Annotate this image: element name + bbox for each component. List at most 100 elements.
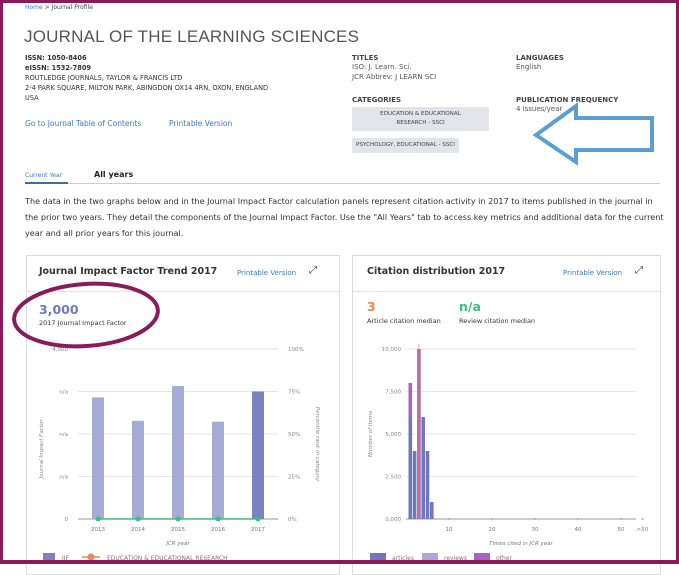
review-median-label: Review citation median (459, 317, 536, 325)
tab-current-year[interactable]: Current Year (25, 172, 68, 184)
legend-swatch-reviews (422, 553, 438, 561)
frequency-label: PUBLICATION FREQUENCY (516, 96, 619, 104)
language-value: English (516, 63, 542, 71)
bar-articles (421, 417, 425, 519)
legend-label: EDUCATION & EDUCATIONAL RESEARCH (107, 555, 228, 562)
y-tick-label: 0 (65, 517, 69, 523)
bar-other (408, 383, 413, 417)
jif-bar (212, 421, 224, 519)
legend-label: reviews (444, 555, 467, 562)
jif-bar (172, 385, 184, 519)
y-tick-label: 5,000 (385, 432, 401, 438)
breadcrumb-separator: > (44, 4, 50, 11)
jif-panel-title: Journal Impact Factor Trend 2017 (39, 266, 218, 277)
y-tick-label: 4,000 (52, 347, 68, 353)
x-tick-label: 40 (575, 527, 582, 533)
address: 2-4 PARK SQUARE, MILTON PARK, ABINGDON O… (25, 84, 269, 92)
y-tick-label: n/a (59, 432, 68, 438)
legend-swatch-articles (370, 553, 386, 561)
journal-info: ISSN: 1050-8406 eISSN: 1532-7809 ROUTLED… (25, 53, 268, 103)
bar-articles (425, 451, 430, 519)
x-tick-mark (641, 518, 644, 520)
y-right-tick-label: 100% (288, 347, 304, 353)
jcr-abbrev: JCR Abbrev: J LEARN SCI (352, 73, 437, 81)
legend-label: other (496, 555, 513, 562)
country: USA (25, 94, 39, 102)
x-tick-mark (577, 518, 579, 520)
x-axis-label: JCR year (165, 541, 190, 547)
tab-all-years[interactable]: All years (94, 170, 134, 179)
titles-label: TITLES (352, 54, 379, 62)
x-tick-label: 2015 (171, 527, 185, 533)
percentile-point (95, 516, 101, 522)
x-tick-mark (534, 518, 536, 520)
y-right-tick-label: 25% (288, 475, 300, 481)
page-title: JOURNAL OF THE LEARNING SCIENCES (24, 27, 360, 46)
legend-swatch-jif (43, 553, 55, 561)
frequency-value: 4 issues/year (516, 105, 563, 113)
legend-swatch-other (474, 553, 490, 561)
y-tick-label: n/a (59, 475, 68, 481)
article-median-label: Article citation median (367, 317, 441, 325)
legend-label: articles (392, 555, 414, 562)
cite-panel-title: Citation distribution 2017 (367, 266, 506, 277)
divider (353, 291, 660, 292)
breadcrumb-current: Journal Profile (51, 4, 93, 11)
issn: ISSN: 1050-8406 (25, 54, 87, 62)
percentile-point (255, 516, 261, 522)
bar-articles (412, 451, 417, 519)
y-tick-label: n/a (59, 390, 68, 396)
iso-title: ISO: J. Learn. Sci. (352, 63, 412, 71)
bar-articles (430, 502, 434, 519)
eissn: eISSN: 1532-7809 (25, 64, 92, 72)
y-axis-label: Number of items (368, 411, 374, 457)
expand-icon[interactable]: ⤢ (309, 265, 317, 276)
expand-icon[interactable]: ⤢ (635, 265, 643, 276)
breadcrumb: Home > Journal Profile (25, 4, 93, 11)
x-tick-label: 2016 (211, 527, 225, 533)
category-chip[interactable]: EDUCATION & EDUCATIONAL RESEARCH - SSCI (352, 107, 489, 131)
jif-bar (92, 397, 104, 519)
x-tick-mark (620, 518, 622, 520)
percentile-point (175, 516, 181, 522)
y-right-tick-label: 50% (288, 432, 300, 438)
x-tick-label: 20 (489, 527, 496, 533)
y-axis-label: Journal Impact Factor (39, 419, 45, 480)
y-tick-label: 0,000 (385, 517, 401, 523)
review-median-value: n/a (459, 299, 481, 314)
cite-printable-link[interactable]: Printable Version (563, 269, 623, 277)
x-tick-label: 2017 (251, 527, 265, 533)
x-tick-label: 2014 (131, 527, 145, 533)
breadcrumb-home[interactable]: Home (25, 4, 43, 11)
percentile-point (215, 516, 221, 522)
legend-label: JIF (61, 555, 70, 562)
article-median-value: 3 (367, 299, 376, 314)
x-tick-mark (491, 518, 493, 520)
y-right-axis-label: Percentile rank in category (314, 407, 320, 482)
category-chip[interactable]: PSYCHOLOGY, EDUCATIONAL - SSCI (352, 138, 459, 153)
y-tick-label: 10,000 (382, 347, 402, 353)
jif-printable-link[interactable]: Printable Version (237, 269, 297, 277)
arrow-annotation-icon (532, 102, 654, 166)
tab-bar: Current Year All years (25, 170, 660, 184)
x-tick-label: 10 (446, 527, 453, 533)
languages-label: LANGUAGES (516, 54, 564, 62)
x-tick-label: >50 (637, 527, 649, 533)
x-tick-label: 30 (532, 527, 539, 533)
y-right-tick-label: 75% (288, 390, 300, 396)
y-tick-label: 7,500 (385, 390, 401, 396)
x-tick-label: 2013 (91, 527, 105, 533)
percentile-point (135, 516, 141, 522)
y-tick-label: 2,500 (385, 475, 401, 481)
y-right-tick-label: 0% (288, 517, 297, 523)
jif-bar (252, 391, 264, 519)
printable-link[interactable]: Printable Version (169, 119, 233, 128)
jif-bar (132, 420, 144, 519)
bar-articles (408, 417, 413, 519)
citation-distribution-panel: Citation distribution 2017 Printable Ver… (352, 255, 661, 575)
description: The data in the two graphs below and in … (25, 196, 664, 238)
toc-link[interactable]: Go to Journal Table of Contents (25, 119, 142, 128)
categories-label: CATEGORIES (352, 96, 402, 104)
x-tick-mark (448, 518, 450, 520)
